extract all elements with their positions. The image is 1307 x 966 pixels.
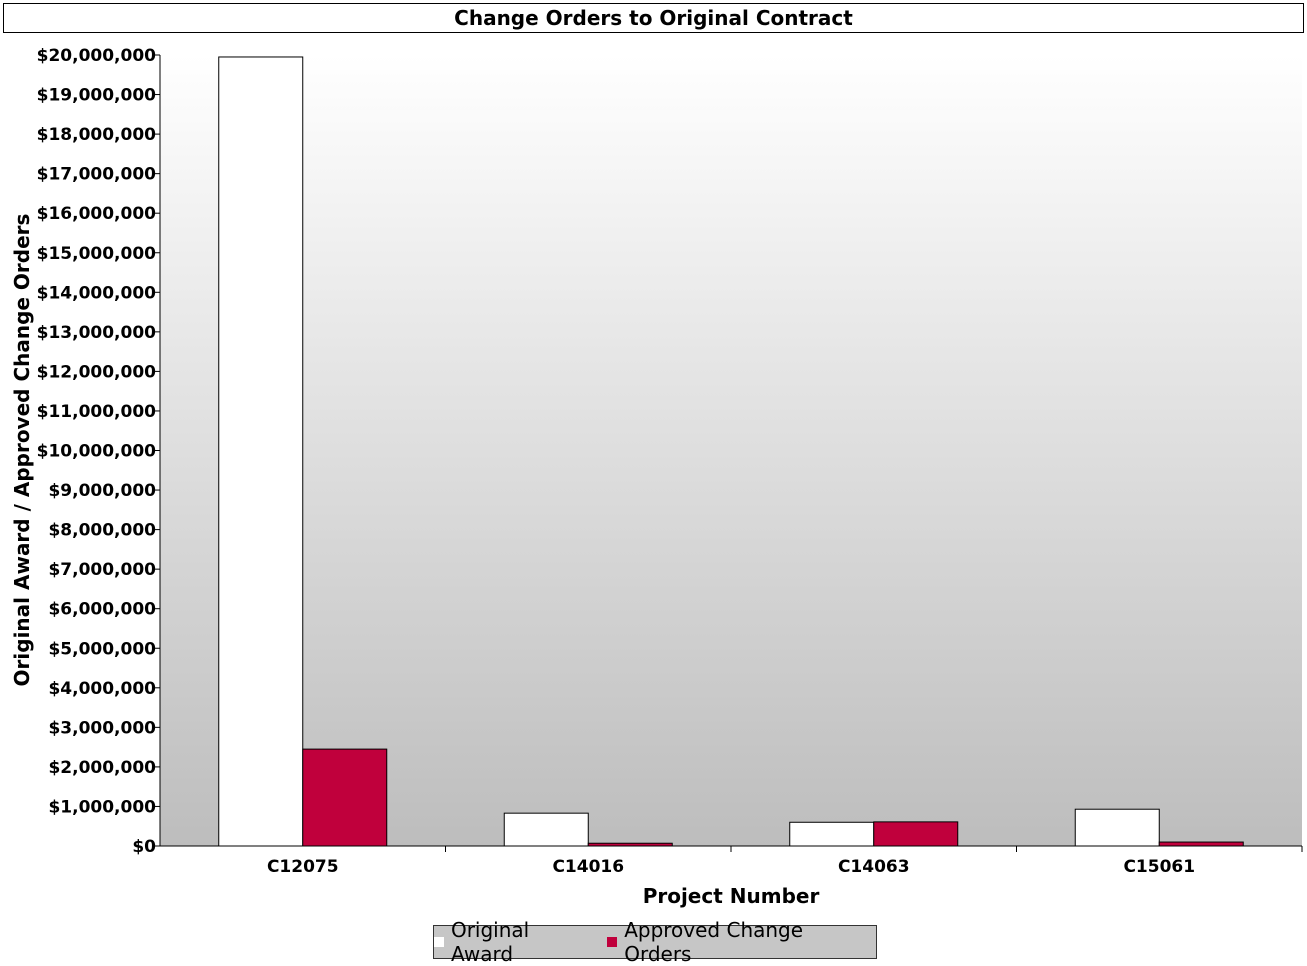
- bar-c12075-original-award: [218, 56, 304, 847]
- bar-c15061-approved-change-orders: [1158, 841, 1244, 847]
- y-tick-label: $5,000,000: [48, 639, 156, 659]
- x-tick-label: C14016: [552, 857, 624, 877]
- bar-c12075-approved-change-orders: [302, 748, 388, 847]
- bar-c14063-original-award: [789, 821, 875, 847]
- y-tick-label: $7,000,000: [48, 560, 156, 580]
- y-tick-label: $0: [132, 837, 156, 857]
- y-tick-label: $18,000,000: [37, 125, 157, 145]
- x-axis-label: Project Number: [642, 884, 820, 908]
- x-tick-label: C14063: [838, 857, 910, 877]
- y-tick-label: $11,000,000: [37, 402, 157, 422]
- chart-title: Change Orders to Original Contract: [3, 3, 1304, 33]
- y-tick-label: $16,000,000: [37, 204, 157, 224]
- x-tick-label: C15061: [1123, 857, 1195, 877]
- y-tick-label: $14,000,000: [37, 283, 157, 303]
- y-tick-label: $1,000,000: [48, 797, 156, 817]
- y-tick-label: $20,000,000: [37, 46, 157, 66]
- x-tick-label: C12075: [267, 857, 339, 877]
- y-tick-label: $8,000,000: [48, 521, 156, 541]
- y-tick-label: $2,000,000: [48, 758, 156, 778]
- bar-c14016-original-award: [503, 812, 589, 847]
- y-tick-label: $3,000,000: [48, 718, 156, 738]
- bar-c14063-approved-change-orders: [873, 821, 959, 847]
- legend: Original Award Approved Change Orders: [433, 918, 877, 966]
- y-tick-label: $12,000,000: [37, 362, 157, 382]
- legend-swatch-approved-change-orders: [607, 937, 618, 947]
- y-tick-label: $9,000,000: [48, 481, 156, 501]
- bar-c15061-original-award: [1074, 808, 1160, 847]
- y-tick-label: $10,000,000: [37, 442, 157, 462]
- y-tick-label: $13,000,000: [37, 323, 157, 343]
- legend-swatch-original-award: [434, 937, 444, 947]
- y-tick-label: $6,000,000: [48, 600, 156, 620]
- y-tick-label: $19,000,000: [37, 86, 157, 106]
- plot-background: [160, 55, 1302, 846]
- y-tick-label: $15,000,000: [37, 244, 157, 264]
- y-axis-label: Original Award / Approved Change Orders: [10, 213, 34, 687]
- y-tick-label: $4,000,000: [48, 679, 156, 699]
- y-tick-label: $17,000,000: [37, 165, 157, 185]
